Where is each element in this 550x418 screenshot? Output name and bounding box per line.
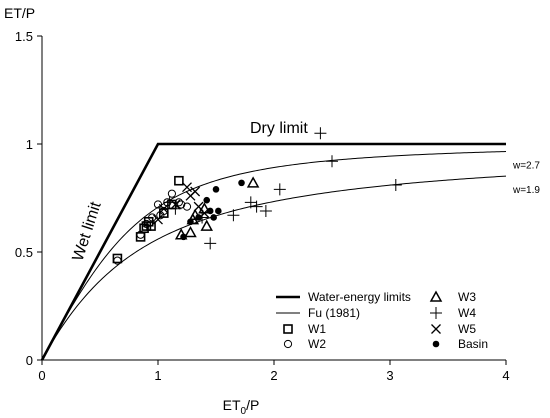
y-tick-label: 0.5 <box>15 245 33 260</box>
w2-point <box>159 206 168 216</box>
fu-curve-label: w=2.7 <box>512 161 540 172</box>
w4-point <box>227 209 240 222</box>
legend-w3-swatch <box>429 290 443 302</box>
w2-point <box>142 219 151 229</box>
w5-point <box>182 182 192 193</box>
x-axis-title-rest: /P <box>246 397 259 413</box>
legend-basin-label: Basin <box>458 337 488 351</box>
w5-point <box>170 199 181 210</box>
w2-point <box>177 200 186 209</box>
w2-point <box>182 202 192 211</box>
basin-point <box>212 186 220 193</box>
x-tick-label: 4 <box>502 368 509 383</box>
legend-limits-label: Water-energy limits <box>308 290 411 304</box>
basin-point <box>215 207 222 215</box>
dry-limit-label: Dry limit <box>250 120 308 137</box>
y-axis-title: ET/P <box>4 5 35 21</box>
lines-layer: w=2.7 w=1.9 <box>40 142 540 361</box>
w5-point <box>153 214 163 225</box>
legend-w5-label: W5 <box>458 322 476 336</box>
basin-point <box>195 214 202 221</box>
legend-w5-swatch <box>431 324 441 334</box>
x-axis-title-main: ET <box>223 397 241 413</box>
legend-w2-swatch <box>283 339 293 349</box>
x-axis-title: ET0/P <box>223 397 260 417</box>
w4-point <box>326 155 338 168</box>
axes-layer: 0 1 2 3 4 0 0.5 1 1.5 <box>15 29 510 383</box>
legend-fu-label: Fu (1981) <box>308 306 360 320</box>
w4-point <box>259 204 272 217</box>
w4-point <box>250 200 263 213</box>
w5-point <box>190 186 201 197</box>
x-tick-label: 0 <box>38 368 45 383</box>
w4-point <box>273 183 286 196</box>
w2-point <box>153 200 163 209</box>
points-layer <box>112 127 402 265</box>
w2-point <box>167 189 177 198</box>
x-tick-label: 2 <box>270 368 277 383</box>
w3-point <box>246 176 260 188</box>
y-tick-label: 1.5 <box>15 29 33 44</box>
basin-point <box>210 214 217 221</box>
legend-w2-label: W2 <box>308 337 326 351</box>
legend-w1-label: W1 <box>308 322 326 336</box>
fu-curve-w2-7 <box>41 151 507 361</box>
y-tick-label: 1 <box>26 137 33 152</box>
basin-point <box>180 233 187 241</box>
water-energy-limits-line <box>40 142 506 361</box>
x-tick-label: 3 <box>386 368 393 383</box>
legend-w4-swatch <box>430 307 442 319</box>
w1-point <box>174 175 184 186</box>
legend-w1-swatch <box>283 324 293 334</box>
w1-point <box>112 253 123 264</box>
w4-point <box>204 237 217 250</box>
legend-basin-swatch <box>432 340 440 348</box>
w3-point <box>200 219 213 231</box>
fu-curve-w1-9 <box>41 175 507 361</box>
w3-point <box>184 226 197 238</box>
basin-point <box>203 196 211 204</box>
w1-point <box>146 221 156 231</box>
w5-point <box>158 203 169 214</box>
legend-w3-label: W3 <box>458 290 476 304</box>
basin-point <box>238 179 245 187</box>
basin-point <box>206 207 214 215</box>
fu-curve-label: w=1.9 <box>512 185 540 196</box>
x-tick-label: 1 <box>154 368 161 383</box>
x-axis-title-subscript: 0 <box>241 406 247 417</box>
w4-point <box>389 179 402 192</box>
w4-point <box>314 127 327 140</box>
basin-point <box>187 218 194 226</box>
y-tick-label: 0 <box>26 353 33 368</box>
legend-w4-label: W4 <box>458 306 476 320</box>
w2-point <box>136 230 145 239</box>
w2-point <box>113 256 122 265</box>
